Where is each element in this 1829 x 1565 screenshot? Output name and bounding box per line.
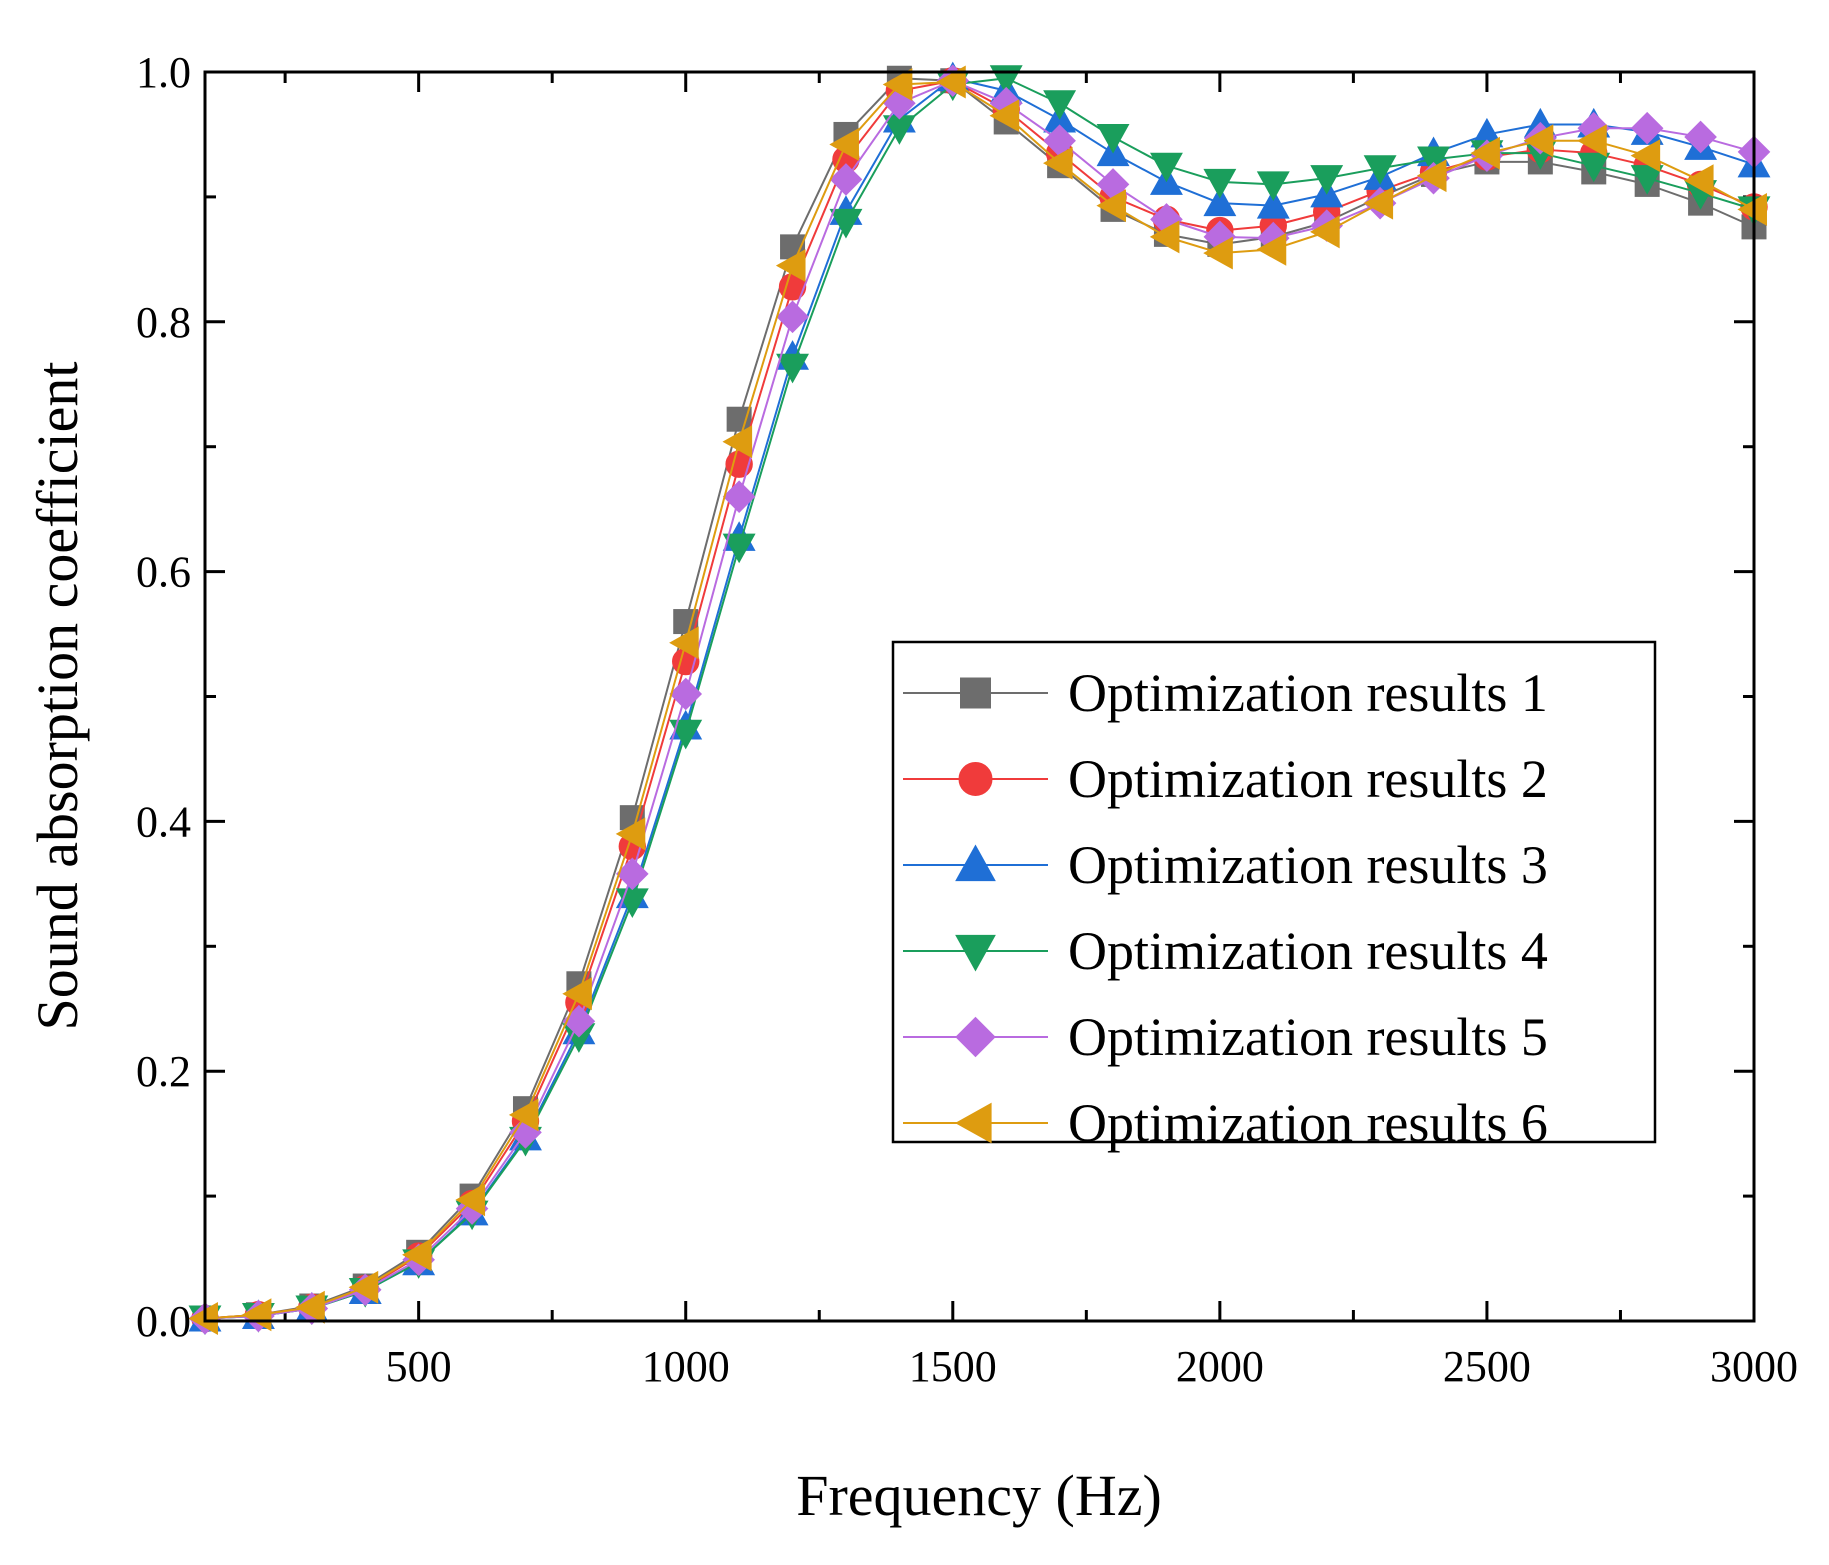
data-point	[1417, 146, 1450, 177]
data-point	[722, 480, 756, 513]
y-tick-label: 1.0	[136, 48, 191, 97]
data-point	[936, 65, 966, 99]
data-point	[615, 817, 646, 851]
x-tick-label: 3000	[1710, 1342, 1798, 1391]
data-point	[1523, 124, 1554, 158]
data-point	[188, 1302, 218, 1335]
data-point	[455, 1183, 486, 1217]
data-point	[1683, 164, 1714, 198]
data-point	[348, 1270, 379, 1304]
data-point	[1363, 186, 1394, 220]
legend-marker	[958, 762, 993, 796]
legend-label: Optimization results 2	[1068, 749, 1548, 809]
data-point	[1310, 165, 1344, 195]
x-axis-title: Frequency (Hz)	[796, 1463, 1162, 1528]
data-series	[188, 61, 1771, 1336]
data-point	[1203, 186, 1237, 217]
data-point	[1203, 168, 1237, 199]
data-point	[776, 353, 810, 384]
data-point	[1630, 165, 1664, 195]
data-point	[669, 626, 699, 660]
legend-marker	[960, 677, 991, 709]
legend-label: Optimization results 5	[1068, 1007, 1548, 1067]
data-point	[722, 425, 753, 459]
legend: Optimization results 1 Optimization resul…	[891, 640, 1657, 1153]
data-point	[508, 1098, 539, 1132]
data-point	[1684, 120, 1717, 154]
data-point	[1630, 111, 1664, 145]
legend-marker	[955, 1016, 996, 1058]
legend-label: Optimization results 4	[1068, 921, 1548, 981]
y-tick-label: 0.0	[136, 1297, 191, 1346]
tick-labels: 500 1000 1500 2000 2500 3000 0.0 0.2 0.4 0.6 0.8 1.…	[136, 48, 1798, 1391]
data-point	[1042, 146, 1073, 180]
legend-item: Optimization results 1	[903, 663, 1548, 723]
data-point	[1256, 189, 1290, 219]
x-tick-label: 1500	[909, 1342, 997, 1391]
data-point	[726, 406, 752, 432]
legend-label: Optimization results 1	[1068, 663, 1548, 723]
data-point	[562, 977, 592, 1011]
legend-item: Optimization results 2	[903, 749, 1548, 809]
x-tick-label: 1000	[642, 1342, 730, 1391]
data-point	[1149, 152, 1183, 183]
data-point	[1256, 232, 1287, 266]
data-point	[669, 719, 703, 750]
legend-marker	[955, 844, 996, 882]
legend-label: Optimization results 3	[1068, 835, 1548, 895]
data-point	[829, 208, 863, 239]
data-point	[775, 249, 806, 283]
y-tick-label: 0.8	[136, 298, 191, 347]
data-point	[776, 300, 809, 334]
data-point	[882, 68, 913, 101]
data-point	[241, 1298, 272, 1332]
data-point	[402, 1238, 432, 1272]
y-tick-label: 0.6	[136, 548, 191, 597]
plot-frame	[203, 70, 1756, 1323]
data-point	[1096, 189, 1127, 223]
data-point	[1737, 192, 1767, 226]
data-point	[829, 127, 859, 161]
data-point	[722, 533, 756, 564]
data-point	[1416, 159, 1447, 193]
legend-marker	[955, 934, 996, 972]
data-point	[669, 677, 703, 711]
data-point	[1203, 236, 1233, 270]
data-point	[616, 857, 649, 891]
data-point	[829, 163, 863, 196]
data-point	[1096, 123, 1130, 154]
data-point	[1310, 215, 1340, 249]
x-tick-label: 2000	[1176, 1342, 1264, 1391]
data-point	[1043, 90, 1077, 120]
data-point	[1470, 136, 1500, 170]
data-point	[725, 450, 753, 478]
x-tick-label: 2500	[1443, 1342, 1531, 1391]
legend-item: Optimization results 5	[903, 1007, 1548, 1067]
legend-item: Optimization results 3	[903, 835, 1548, 895]
data-point	[295, 1290, 325, 1324]
data-point	[1256, 171, 1290, 202]
data-point	[1149, 220, 1180, 254]
legend-marker	[954, 1102, 992, 1144]
x-tick-label: 500	[386, 1342, 452, 1391]
data-point	[989, 99, 1020, 133]
y-axis-title: Sound absorption coefficient	[25, 361, 90, 1030]
legend-label: Optimization results 6	[1068, 1093, 1548, 1153]
data-point	[1363, 155, 1397, 185]
data-point	[1630, 139, 1661, 173]
y-tick-label: 0.2	[136, 1047, 191, 1096]
legend-item: Optimization results 4	[903, 921, 1548, 981]
series-6	[188, 65, 1767, 1335]
y-tick-label: 0.4	[136, 797, 191, 846]
legend-item: Optimization results 6	[903, 1093, 1548, 1153]
legend-box	[891, 640, 1657, 1144]
data-point	[1577, 152, 1611, 183]
data-point	[1577, 124, 1607, 158]
